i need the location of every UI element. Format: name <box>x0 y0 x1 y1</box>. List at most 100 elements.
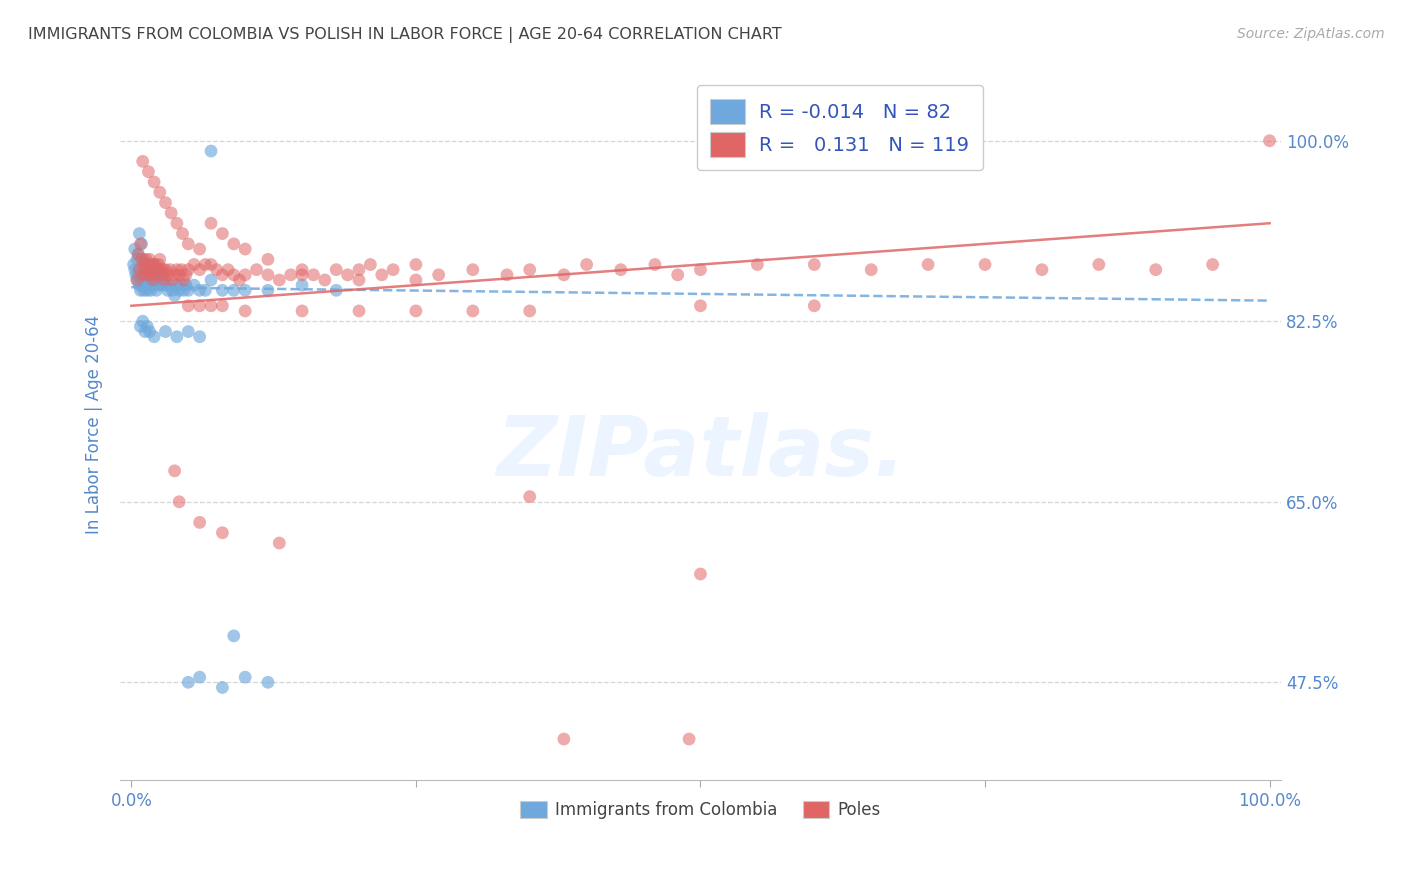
Point <box>575 258 598 272</box>
Point <box>138 262 160 277</box>
Point <box>678 732 700 747</box>
Point <box>129 319 152 334</box>
Point <box>143 262 166 277</box>
Point <box>162 273 184 287</box>
Point <box>155 325 177 339</box>
Point <box>138 273 160 287</box>
Point <box>163 464 186 478</box>
Point <box>170 278 193 293</box>
Point <box>136 268 159 282</box>
Point <box>405 258 427 272</box>
Point <box>143 258 166 272</box>
Point <box>803 299 825 313</box>
Text: IMMIGRANTS FROM COLOMBIA VS POLISH IN LABOR FORCE | AGE 20-64 CORRELATION CHART: IMMIGRANTS FROM COLOMBIA VS POLISH IN LA… <box>28 27 782 43</box>
Point <box>128 262 150 277</box>
Point <box>148 278 170 293</box>
Point <box>138 278 160 293</box>
Point <box>183 278 205 293</box>
Point <box>146 262 169 277</box>
Point <box>747 258 769 272</box>
Point <box>177 262 200 277</box>
Point <box>553 268 575 282</box>
Point <box>177 236 200 251</box>
Point <box>222 283 245 297</box>
Point <box>135 268 157 282</box>
Point <box>138 325 160 339</box>
Point <box>188 299 211 313</box>
Point <box>155 278 177 293</box>
Point <box>132 283 155 297</box>
Point <box>141 273 163 287</box>
Point <box>149 262 172 277</box>
Point <box>269 536 291 550</box>
Point <box>917 258 939 272</box>
Point <box>166 329 188 343</box>
Point <box>153 273 176 287</box>
Point <box>156 283 179 297</box>
Point <box>359 258 381 272</box>
Point <box>141 262 163 277</box>
Point <box>159 262 181 277</box>
Point <box>148 258 170 272</box>
Point <box>129 262 152 277</box>
Point <box>172 227 194 241</box>
Point <box>610 262 633 277</box>
Point <box>1201 258 1223 272</box>
Point <box>347 262 370 277</box>
Point <box>183 258 205 272</box>
Point <box>159 278 181 293</box>
Point <box>160 206 183 220</box>
Point <box>200 299 222 313</box>
Point <box>173 283 195 297</box>
Point <box>138 164 160 178</box>
Point <box>427 268 450 282</box>
Point <box>132 268 155 282</box>
Point <box>177 325 200 339</box>
Point <box>132 154 155 169</box>
Point <box>143 175 166 189</box>
Point <box>325 283 347 297</box>
Point <box>519 490 541 504</box>
Point <box>280 268 302 282</box>
Point <box>188 242 211 256</box>
Y-axis label: In Labor Force | Age 20-64: In Labor Force | Age 20-64 <box>86 315 103 534</box>
Point <box>336 268 359 282</box>
Point <box>143 329 166 343</box>
Point <box>194 283 217 297</box>
Point <box>125 273 148 287</box>
Point <box>188 516 211 530</box>
Point <box>177 299 200 313</box>
Point <box>142 268 165 282</box>
Point <box>644 258 666 272</box>
Point <box>132 273 155 287</box>
Point <box>974 258 997 272</box>
Point <box>228 273 250 287</box>
Point <box>127 247 149 261</box>
Point <box>127 247 149 261</box>
Point <box>217 262 239 277</box>
Point <box>166 278 188 293</box>
Point <box>132 314 155 328</box>
Point <box>496 268 519 282</box>
Point <box>139 268 162 282</box>
Point <box>150 268 173 282</box>
Point <box>200 216 222 230</box>
Point <box>138 268 160 282</box>
Point <box>519 262 541 277</box>
Point <box>689 262 711 277</box>
Point <box>132 252 155 267</box>
Point <box>145 268 167 282</box>
Point <box>155 195 177 210</box>
Point <box>200 144 222 158</box>
Point <box>173 273 195 287</box>
Point <box>167 283 190 297</box>
Point <box>139 283 162 297</box>
Point <box>163 288 186 302</box>
Point <box>138 252 160 267</box>
Point <box>803 258 825 272</box>
Point <box>371 268 394 282</box>
Point <box>188 283 211 297</box>
Point <box>125 273 148 287</box>
Point <box>347 273 370 287</box>
Point <box>152 262 174 277</box>
